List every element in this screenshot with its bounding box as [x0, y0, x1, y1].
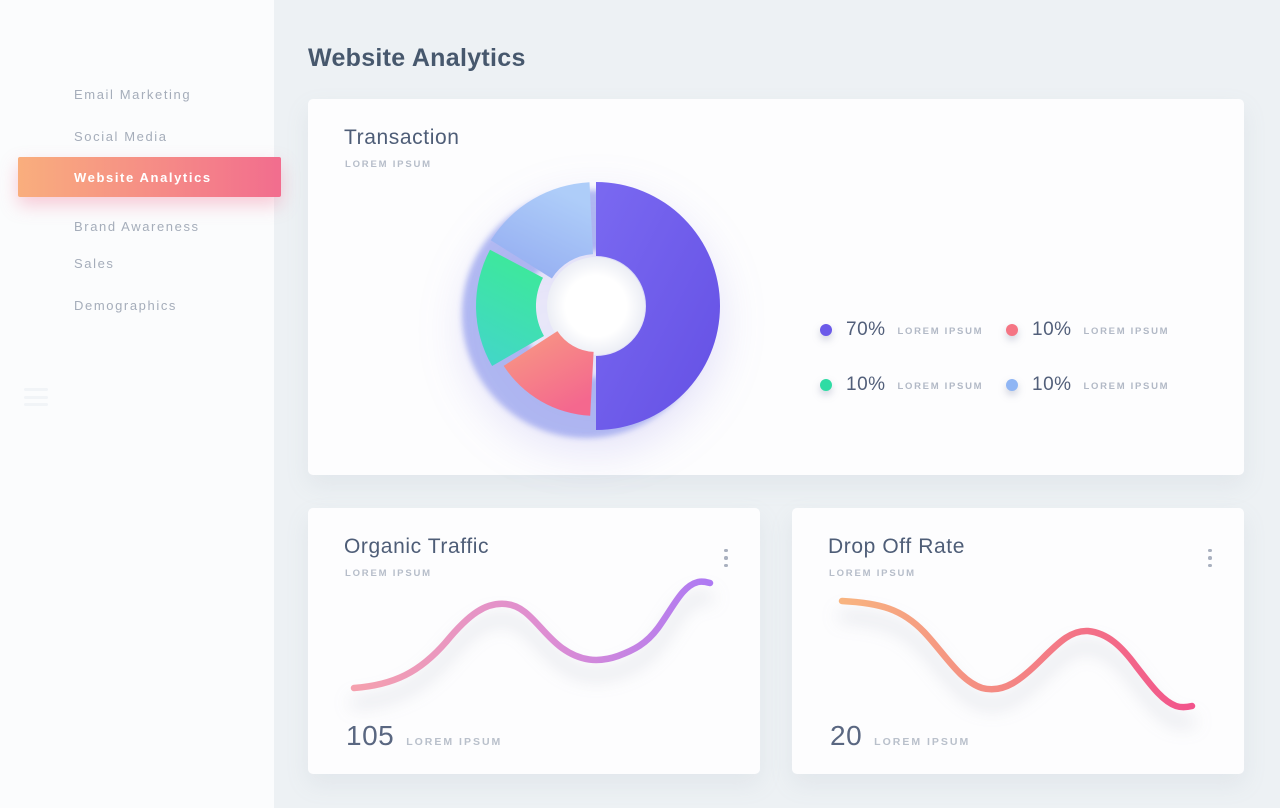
- card-title: Organic Traffic: [344, 535, 490, 558]
- more-options-icon[interactable]: [1198, 544, 1222, 572]
- sidebar-item-email-marketing[interactable]: Email Marketing: [74, 86, 192, 102]
- metric: 105 LOREM IPSUM: [346, 720, 502, 752]
- legend-label: LOREM IPSUM: [1083, 381, 1170, 392]
- hamburger-menu-icon[interactable]: [24, 388, 48, 406]
- donut-segment-red: [503, 331, 594, 416]
- legend-item: 10% LOREM IPSUM: [1006, 373, 1169, 397]
- sidebar: Email Marketing Social Media Website Ana…: [0, 0, 281, 808]
- metric-label: LOREM IPSUM: [406, 736, 503, 748]
- drop-off-rate-card: Drop Off Rate LOREM IPSUM 20 LOREM IPSUM: [792, 508, 1244, 774]
- legend-value: 10%: [846, 374, 886, 395]
- legend-value: 70%: [846, 319, 886, 340]
- sidebar-item-website-analytics[interactable]: Website Analytics: [18, 157, 281, 197]
- sidebar-item-social-media[interactable]: Social Media: [74, 128, 168, 144]
- card-subtitle: LOREM IPSUM: [345, 159, 432, 170]
- card-title: Transaction: [344, 126, 460, 149]
- organic-traffic-line: [350, 578, 714, 692]
- page-title: Website Analytics: [308, 44, 526, 72]
- legend-label: LOREM IPSUM: [897, 381, 984, 392]
- legend-dot-blue: [1006, 379, 1018, 391]
- transaction-card: Transaction LOREM IPSUM: [308, 99, 1244, 475]
- sidebar-item-brand-awareness[interactable]: Brand Awareness: [74, 218, 200, 234]
- sidebar-item-demographics[interactable]: Demographics: [74, 297, 178, 313]
- organic-traffic-line-chart: [336, 560, 728, 718]
- legend-dot-purple: [820, 324, 832, 336]
- legend-dot-teal: [820, 379, 832, 391]
- legend-item: 10% LOREM IPSUM: [820, 373, 983, 397]
- card-subtitle: LOREM IPSUM: [345, 568, 432, 579]
- more-options-icon[interactable]: [714, 544, 738, 572]
- sidebar-item-sales[interactable]: Sales: [74, 255, 115, 271]
- metric-value: 20: [830, 720, 863, 751]
- legend-label: LOREM IPSUM: [1083, 326, 1170, 337]
- drop-off-rate-line-chart: [820, 560, 1212, 718]
- organic-traffic-card: Organic Traffic LOREM IPSUM 105 LOREM IP…: [308, 508, 760, 774]
- donut-chart: [440, 150, 752, 462]
- donut-segment-blue: [490, 182, 593, 279]
- drop-off-rate-line: [838, 597, 1196, 711]
- legend-label: LOREM IPSUM: [897, 326, 984, 337]
- legend-item: 10% LOREM IPSUM: [1006, 318, 1169, 342]
- legend-item: 70% LOREM IPSUM: [820, 318, 983, 342]
- metric-value: 105: [346, 720, 395, 751]
- legend-value: 10%: [1032, 319, 1072, 340]
- metric-label: LOREM IPSUM: [874, 736, 971, 748]
- donut-hole: [547, 257, 645, 355]
- donut-segment-teal: [475, 249, 544, 366]
- card-subtitle: LOREM IPSUM: [829, 568, 916, 579]
- donut-segment-purple: [596, 182, 720, 430]
- legend-value: 10%: [1032, 374, 1072, 395]
- metric: 20 LOREM IPSUM: [830, 720, 970, 752]
- card-title: Drop Off Rate: [828, 535, 965, 558]
- legend-dot-red: [1006, 324, 1018, 336]
